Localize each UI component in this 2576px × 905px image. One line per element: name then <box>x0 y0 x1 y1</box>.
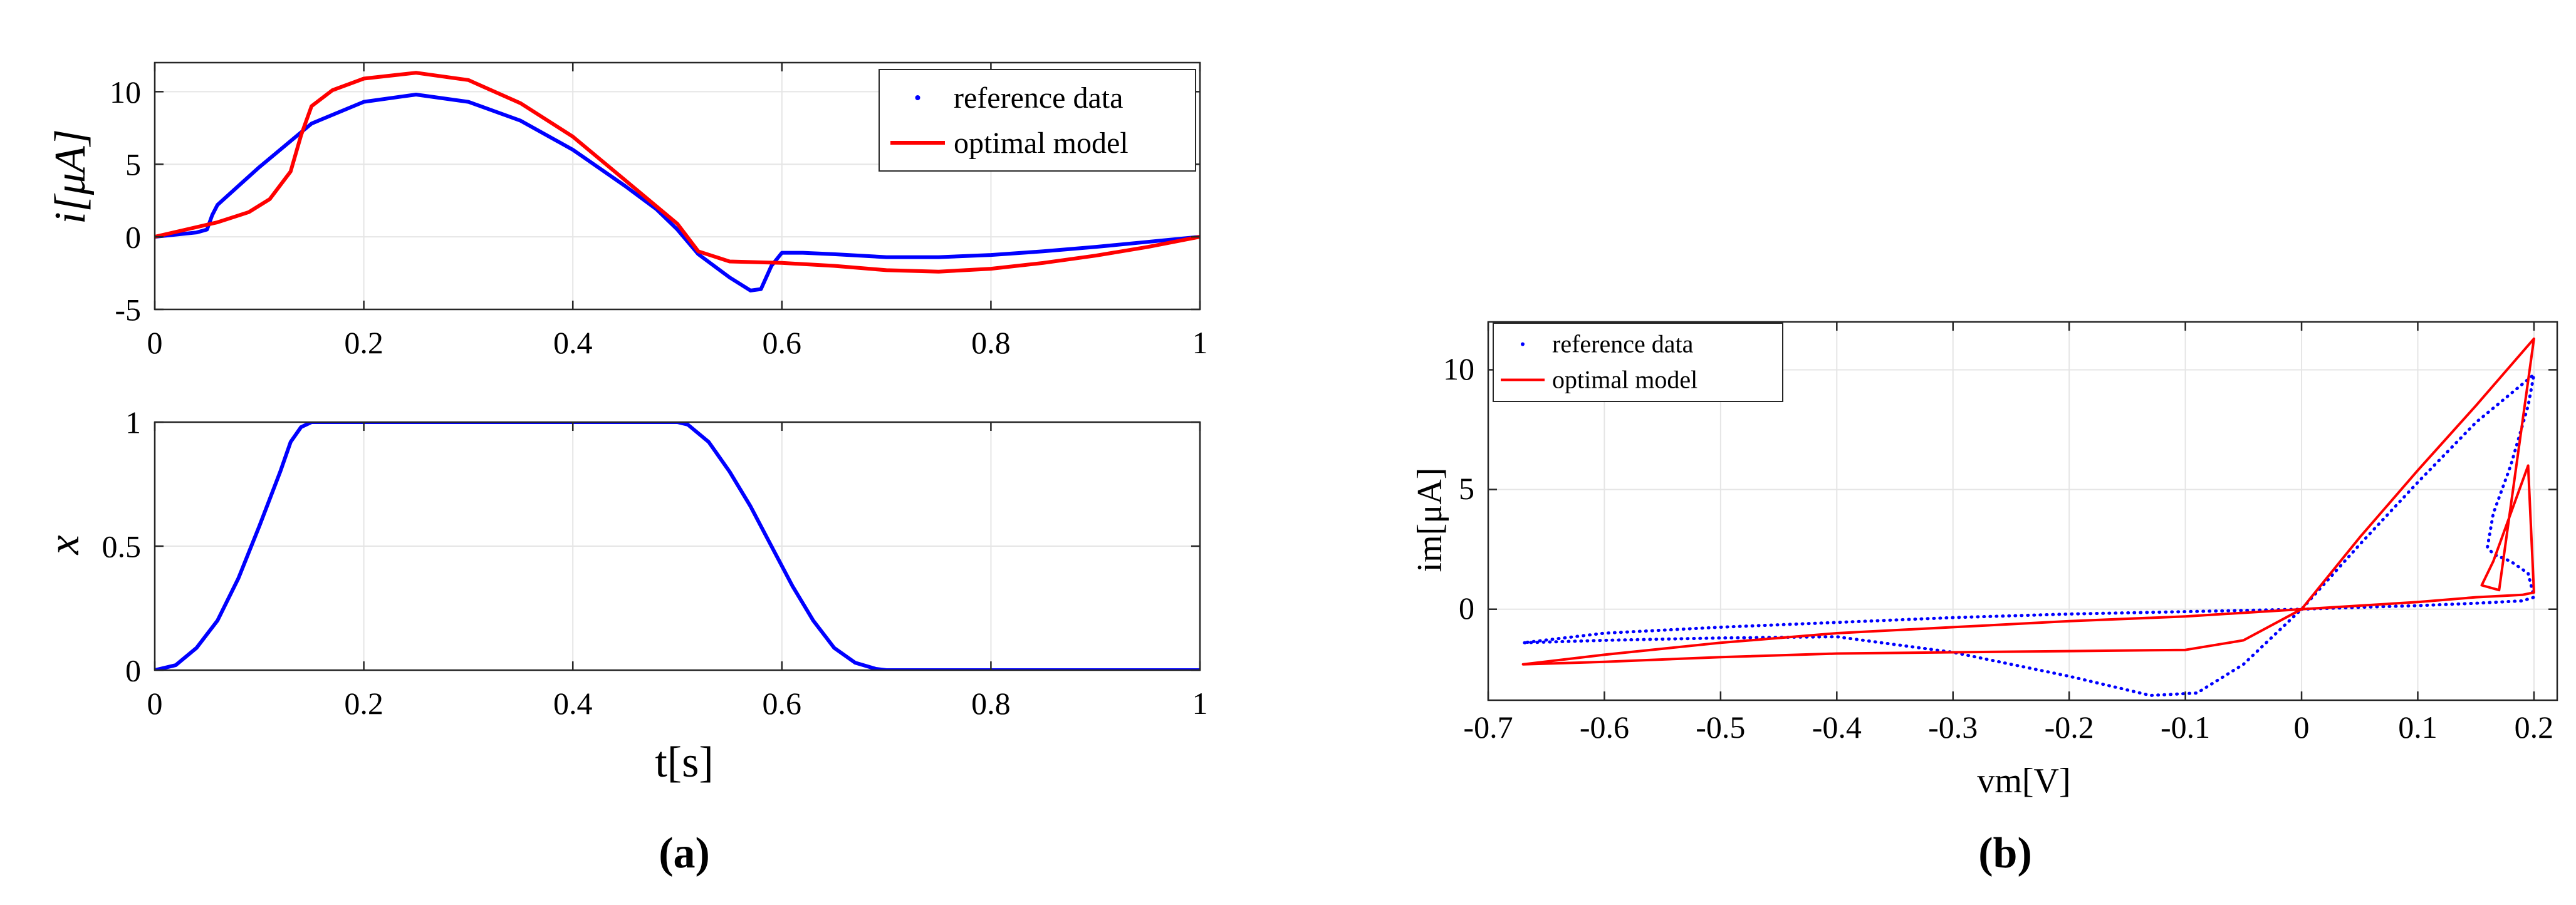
panel-label-a: (a) <box>659 829 710 877</box>
x-tick-label: 0 <box>147 325 163 360</box>
plot-state-vs-time: 0 0.2 0.4 0.6 0.8 1 0 0.5 1 <box>102 405 1208 721</box>
x-tick-label: 0.4 <box>553 325 593 360</box>
y-tick-label: -5 <box>115 292 141 328</box>
ylabel-state: x <box>40 535 88 555</box>
x-tick-label: -0.3 <box>1928 710 1978 745</box>
legend-box <box>1493 323 1783 402</box>
xlabel-memristor-voltage: vm[V] <box>1977 762 2070 800</box>
x-tick-label: 0.8 <box>971 325 1011 360</box>
legend-dot-symbol <box>1521 342 1525 346</box>
xlabel-time: t[s] <box>655 738 713 787</box>
x-tick-label: 1 <box>1192 325 1208 360</box>
plot-current-vs-voltage: -0.7 -0.6 -0.5 -0.4 -0.3 -0.2 -0.1 0 0.1 0.2 0 5 10 r… <box>1443 321 2558 745</box>
y-tick-label: 5 <box>1459 471 1474 506</box>
x-tick-label: 0 <box>2294 710 2310 745</box>
x-tick-label: -0.6 <box>1580 710 1629 745</box>
axes-frame <box>1487 321 2558 701</box>
axes-frame <box>154 61 1201 311</box>
x-tick-label: 1 <box>1192 686 1208 721</box>
x-tick-label: 0.1 <box>2398 710 2438 745</box>
y-tick-label: 5 <box>125 147 141 182</box>
series-line-optimal-model <box>1521 337 2535 666</box>
y-tick-label: 0 <box>1459 591 1474 626</box>
y-tick-label: 1 <box>125 405 141 440</box>
x-tick-label: 0.2 <box>2515 710 2554 745</box>
panel-label-b: (b) <box>1978 829 2032 877</box>
series-group <box>1521 337 2536 697</box>
x-tick-label: 0.2 <box>344 325 383 360</box>
y-tick-label: 0.5 <box>102 529 142 564</box>
legend-dot-symbol <box>915 95 920 100</box>
series-line-optimal-model <box>155 71 1200 274</box>
x-tick-label: -0.1 <box>2161 710 2210 745</box>
y-tick-label: 10 <box>110 75 141 110</box>
series-line-x <box>155 422 1200 670</box>
x-tick-label: -0.7 <box>1463 710 1513 745</box>
series-group <box>155 71 1200 292</box>
y-tick-label: 0 <box>125 220 141 255</box>
legend-label: optimal model <box>1552 366 1697 394</box>
y-tick-label: 0 <box>125 653 141 688</box>
x-tick-label: 0.4 <box>553 686 593 721</box>
legend-label: optimal model <box>954 127 1129 160</box>
x-tick-label: -0.2 <box>2045 710 2094 745</box>
legend-label: reference data <box>954 81 1123 115</box>
legend-box <box>879 69 1196 172</box>
ylabel-current: i[μA] <box>46 129 95 224</box>
x-tick-label: -0.5 <box>1696 710 1745 745</box>
x-tick-label: 0.6 <box>763 686 802 721</box>
y-tick-label: 10 <box>1443 351 1474 386</box>
series-group <box>155 422 1200 670</box>
x-tick-label: 0.8 <box>971 686 1011 721</box>
x-tick-label: -0.4 <box>1812 710 1862 745</box>
ylabel-memristor-current: im[μA] <box>1411 468 1449 572</box>
x-tick-label: 0.6 <box>763 325 802 360</box>
series-dots-reference-data <box>1521 373 2536 697</box>
series-line-reference-data <box>155 93 1200 292</box>
legend-label: reference data <box>1552 330 1694 358</box>
x-tick-label: 0 <box>147 686 163 721</box>
x-tick-label: 0.2 <box>344 686 383 721</box>
